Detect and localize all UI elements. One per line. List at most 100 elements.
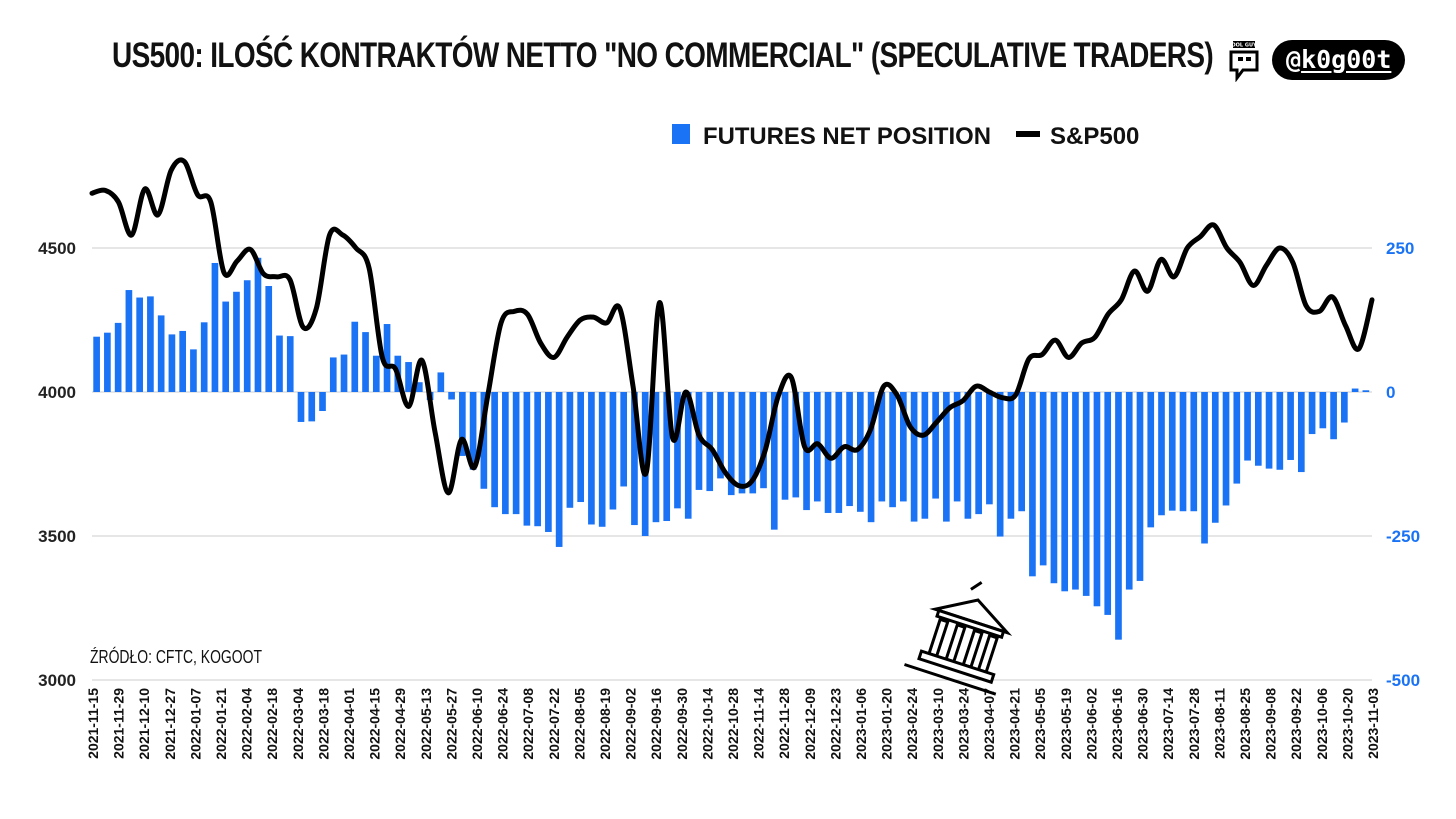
x-axis-tick-label: 2022-08-05 [571,688,587,760]
x-axis-tick-label: 2022-03-18 [315,688,331,760]
bar [437,372,445,392]
bar [943,392,950,522]
bar [523,392,531,526]
right-axis-tick-label: 250 [1386,239,1414,258]
bar [512,392,520,515]
bar [1061,392,1069,592]
x-axis-tick-label: 2022-01-07 [187,688,203,760]
bar [1351,388,1359,392]
right-axis-tick-label: 0 [1386,383,1395,402]
bar [1158,392,1165,516]
bar [749,392,757,494]
bar [362,332,369,392]
bar [1287,392,1294,460]
bar [770,392,778,530]
x-axis-tick-label: 2022-08-19 [597,688,613,760]
x-axis-tick-label: 2023-03-24 [955,688,971,760]
bar [222,301,230,392]
bar [480,392,488,489]
bar [695,392,703,490]
bar [340,354,348,392]
bar [1029,392,1036,577]
bar [1050,392,1058,584]
x-axis-tick-label: 2022-07-22 [546,688,562,760]
bar [727,392,735,496]
x-axis-tick-label: 2022-12-23 [827,688,843,760]
x-axis-tick-label: 2021-12-10 [136,688,152,760]
legend-label-sp500: S&P500 [1050,123,1139,150]
bar [781,392,789,500]
bar [663,392,671,522]
bar [211,262,219,392]
bar [975,392,982,515]
chart-title: US500: ILOŚĆ KONTRAKTÓW NETTO "NO COMMER… [112,36,1214,75]
right-axis-tick-label: -500 [1386,671,1420,690]
bar [1222,392,1230,506]
bar [93,336,100,392]
x-axis-tick-label: 2022-07-08 [520,688,536,760]
x-axis-tick-label: 2022-09-30 [674,688,690,760]
bar [308,392,316,422]
bar [1319,392,1327,429]
bar [1297,392,1305,473]
sp500-line [89,157,1375,496]
legend-label-futures: FUTURES NET POSITION [703,123,991,150]
x-axis-tick-label: 2022-12-09 [802,688,818,760]
x-axis-tick-label: 2023-10-20 [1339,688,1355,760]
bar [1254,392,1262,466]
bar [867,392,875,523]
bar [588,392,595,525]
bar [674,392,681,509]
bar [383,324,391,392]
bar [243,280,251,392]
bar [856,392,864,512]
x-axis-tick-label: 2023-04-07 [981,688,997,760]
bar [1190,392,1198,512]
bar [738,392,746,494]
bar [286,336,294,392]
bar [136,297,143,392]
bar [652,392,660,523]
bar [900,392,907,502]
x-axis-tick-label: 2023-01-06 [853,688,869,760]
source-note: ŹRÓDŁO: CFTC, KOGOOT [90,646,262,667]
bar [577,392,584,503]
bar [953,392,961,502]
x-axis-tick-label: 2022-09-16 [648,688,664,760]
bar [297,392,305,422]
bar [609,392,617,510]
bar [319,392,326,412]
bar [448,392,455,400]
x-axis-tick-label: 2022-09-02 [623,688,639,760]
bar [1104,392,1112,615]
bar [1211,392,1219,523]
left-axis-tick-label: 4000 [38,383,76,402]
x-axis-tick-label: 2022-02-18 [264,688,280,760]
bar [684,392,692,519]
bar [813,392,821,502]
bar [1125,392,1133,590]
bar [1233,392,1241,484]
x-axis-tick-label: 2023-09-08 [1263,688,1279,760]
bar [491,392,498,508]
x-axis-tick-label: 2022-05-27 [443,688,459,760]
x-axis-tick-label: 2022-02-04 [239,688,255,760]
bar [1362,390,1370,392]
bar [179,330,187,392]
x-axis-tick-label: 2022-01-21 [213,688,229,760]
bar [1308,392,1316,435]
bar [254,257,262,392]
bar [265,286,273,392]
bar [1072,392,1079,590]
x-axis-tick-label: 2021-12-27 [162,688,178,760]
cool-guys-logo-icon: COOL GUYS [1228,41,1261,82]
bar [1136,392,1144,581]
bar [1276,392,1284,470]
bar [114,322,122,392]
x-axis-tick-label: 2023-09-22 [1288,688,1304,760]
bar [1147,392,1155,528]
bar [631,392,638,526]
bar [932,392,939,499]
bar [996,392,1004,537]
